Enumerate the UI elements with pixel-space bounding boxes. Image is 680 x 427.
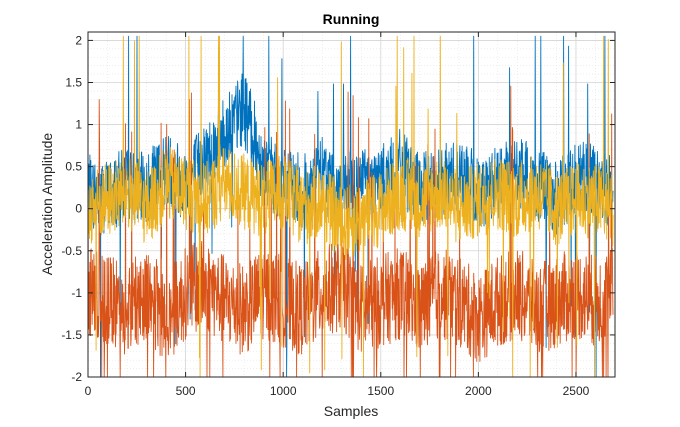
y-tick-label: 0.5 — [65, 160, 82, 174]
y-axis-label: Acceleration Amplitude — [39, 133, 55, 276]
series-layer — [88, 35, 614, 377]
y-tick-label: -0.5 — [61, 244, 82, 258]
y-tick-label: -2 — [71, 370, 82, 384]
x-tick-label: 0 — [85, 384, 92, 398]
y-tick-label: -1.5 — [61, 328, 82, 342]
y-tick-label: 1 — [75, 118, 82, 132]
x-tick-label: 500 — [176, 384, 196, 398]
x-tick-label: 2500 — [563, 384, 590, 398]
y-tick-label: -1 — [71, 286, 82, 300]
y-tick-label: 2 — [75, 33, 82, 47]
chart-title: Running — [323, 11, 380, 27]
x-tick-label: 2000 — [465, 384, 492, 398]
plot-border — [87, 31, 616, 378]
y-tick-label: 0 — [75, 202, 82, 216]
x-tick-label: 1000 — [270, 384, 297, 398]
series-line-3 — [88, 35, 614, 377]
series-line-2 — [88, 85, 614, 377]
y-tick-label: 1.5 — [65, 75, 82, 89]
x-axis-label: Samples — [324, 403, 378, 419]
x-tick-label: 1500 — [367, 384, 394, 398]
axis-ticks: 0 500 1000 1500 2000 2500 -2 -1.5 -1 -0.5 0 0.5 1 1.5… — [61, 32, 615, 398]
